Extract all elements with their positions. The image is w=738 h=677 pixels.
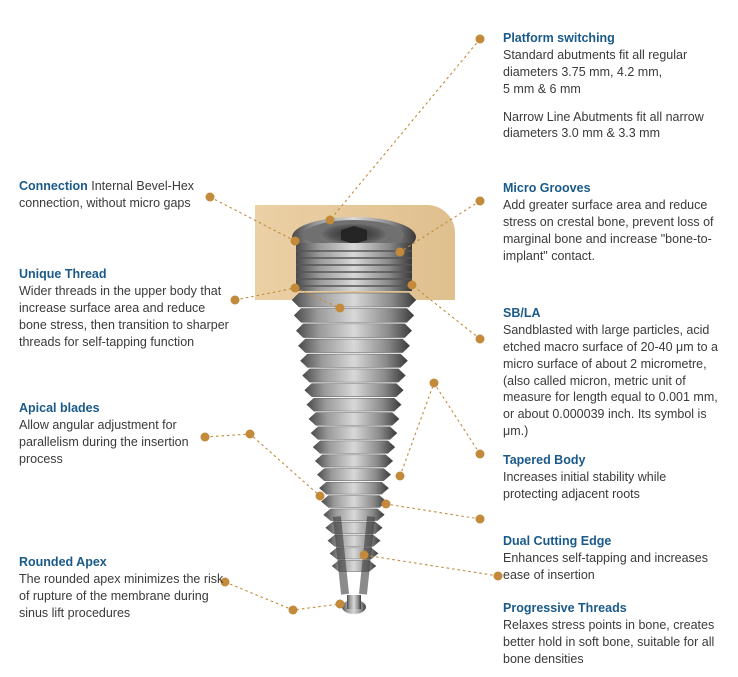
sbla-title: SB/LA xyxy=(503,306,541,320)
dual-cutting-body: Enhances self-tapping and increases ease… xyxy=(503,550,723,584)
tapered-body-title: Tapered Body xyxy=(503,453,585,467)
progressive-title: Progressive Threads xyxy=(503,601,627,615)
callout-sbla: SB/LA Sandblasted with large particles, … xyxy=(503,305,728,440)
tapered-body-body: Increases initial stability while protec… xyxy=(503,469,713,503)
callout-dual-cutting: Dual Cutting Edge Enhances self-tapping … xyxy=(503,533,723,584)
rounded-apex-title: Rounded Apex xyxy=(19,555,107,569)
callout-unique-thread: Unique Thread Wider threads in the upper… xyxy=(19,266,234,350)
progressive-body: Relaxes stress points in bone, creates b… xyxy=(503,617,728,668)
callout-connection: Connection Internal Bevel-Hex connection… xyxy=(19,178,229,212)
unique-thread-body: Wider threads in the upper body that inc… xyxy=(19,283,234,351)
callout-apical-blades: Apical blades Allow angular adjustment f… xyxy=(19,400,214,468)
connection-title: Connection xyxy=(19,179,88,193)
callout-micro-grooves: Micro Grooves Add greater surface area a… xyxy=(503,180,715,264)
callout-platform-switching: Platform switching Standard abutments fi… xyxy=(503,30,728,142)
micro-grooves-title: Micro Grooves xyxy=(503,181,591,195)
callout-rounded-apex: Rounded Apex The rounded apex minimizes … xyxy=(19,554,234,622)
dental-implant-illustration xyxy=(269,215,439,625)
callout-tapered-body: Tapered Body Increases initial stability… xyxy=(503,452,713,503)
unique-thread-title: Unique Thread xyxy=(19,267,107,281)
platform-switching-body: Standard abutments fit all regular diame… xyxy=(503,47,728,98)
sbla-body: Sandblasted with large particles, acid e… xyxy=(503,322,728,440)
dual-cutting-title: Dual Cutting Edge xyxy=(503,534,611,548)
platform-switching-title: Platform switching xyxy=(503,31,615,45)
apical-blades-body: Allow angular adjustment for parallelism… xyxy=(19,417,214,468)
platform-switching-body2: Narrow Line Abutments fit all narrow dia… xyxy=(503,109,728,143)
rounded-apex-body: The rounded apex minimizes the risk of r… xyxy=(19,571,234,622)
callout-progressive: Progressive Threads Relaxes stress point… xyxy=(503,600,728,668)
micro-grooves-body: Add greater surface area and reduce stre… xyxy=(503,197,715,265)
apical-blades-title: Apical blades xyxy=(19,401,100,415)
